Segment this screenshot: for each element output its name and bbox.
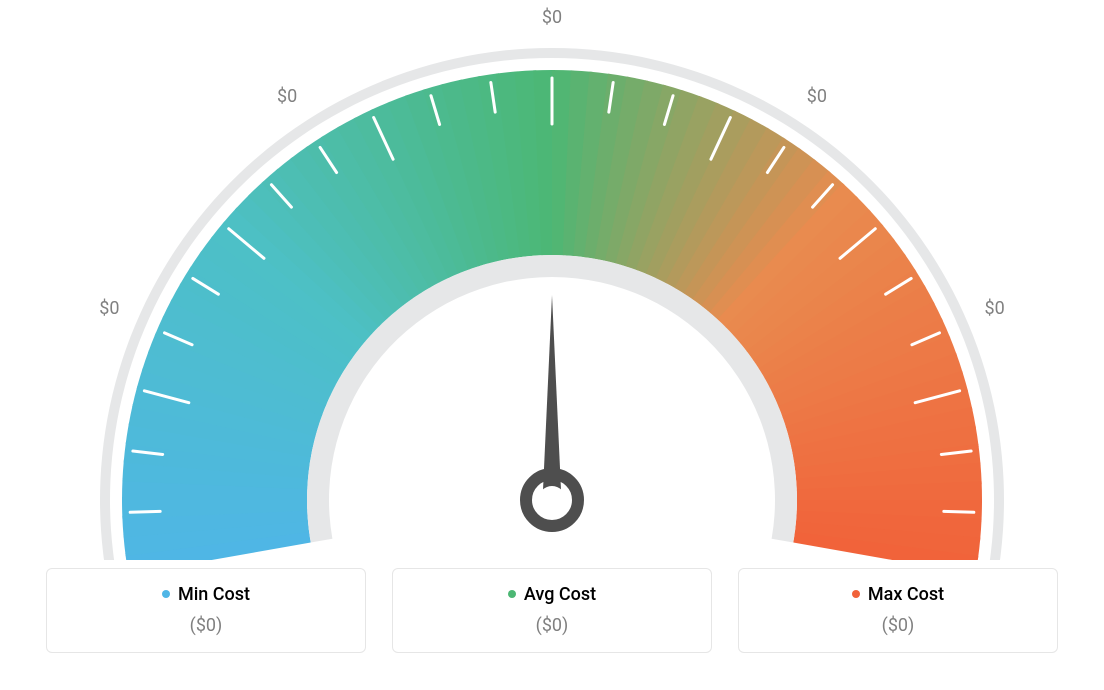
gauge-svg: $0$0$0$0$0$0$0 <box>0 0 1104 560</box>
legend-label-avg: Avg Cost <box>524 584 596 605</box>
legend-label-max: Max Cost <box>868 584 944 605</box>
legend-title-min: Min Cost <box>162 584 250 605</box>
legend-value-avg: ($0) <box>393 615 711 636</box>
svg-text:$0: $0 <box>542 7 562 28</box>
svg-text:$0: $0 <box>99 298 119 319</box>
svg-text:$0: $0 <box>807 86 827 107</box>
legend-dot-min <box>162 590 170 598</box>
legend-row: Min Cost ($0) Avg Cost ($0) Max Cost ($0… <box>0 568 1104 653</box>
legend-title-avg: Avg Cost <box>508 584 596 605</box>
legend-card-avg: Avg Cost ($0) <box>392 568 712 653</box>
legend-value-min: ($0) <box>47 615 365 636</box>
legend-title-max: Max Cost <box>852 584 944 605</box>
legend-label-min: Min Cost <box>178 584 250 605</box>
svg-text:$0: $0 <box>277 86 297 107</box>
gauge-chart: $0$0$0$0$0$0$0 <box>0 0 1104 560</box>
legend-card-max: Max Cost ($0) <box>738 568 1058 653</box>
svg-text:$0: $0 <box>984 298 1004 319</box>
legend-dot-avg <box>508 590 516 598</box>
legend-card-min: Min Cost ($0) <box>46 568 366 653</box>
legend-value-max: ($0) <box>739 615 1057 636</box>
legend-dot-max <box>852 590 860 598</box>
